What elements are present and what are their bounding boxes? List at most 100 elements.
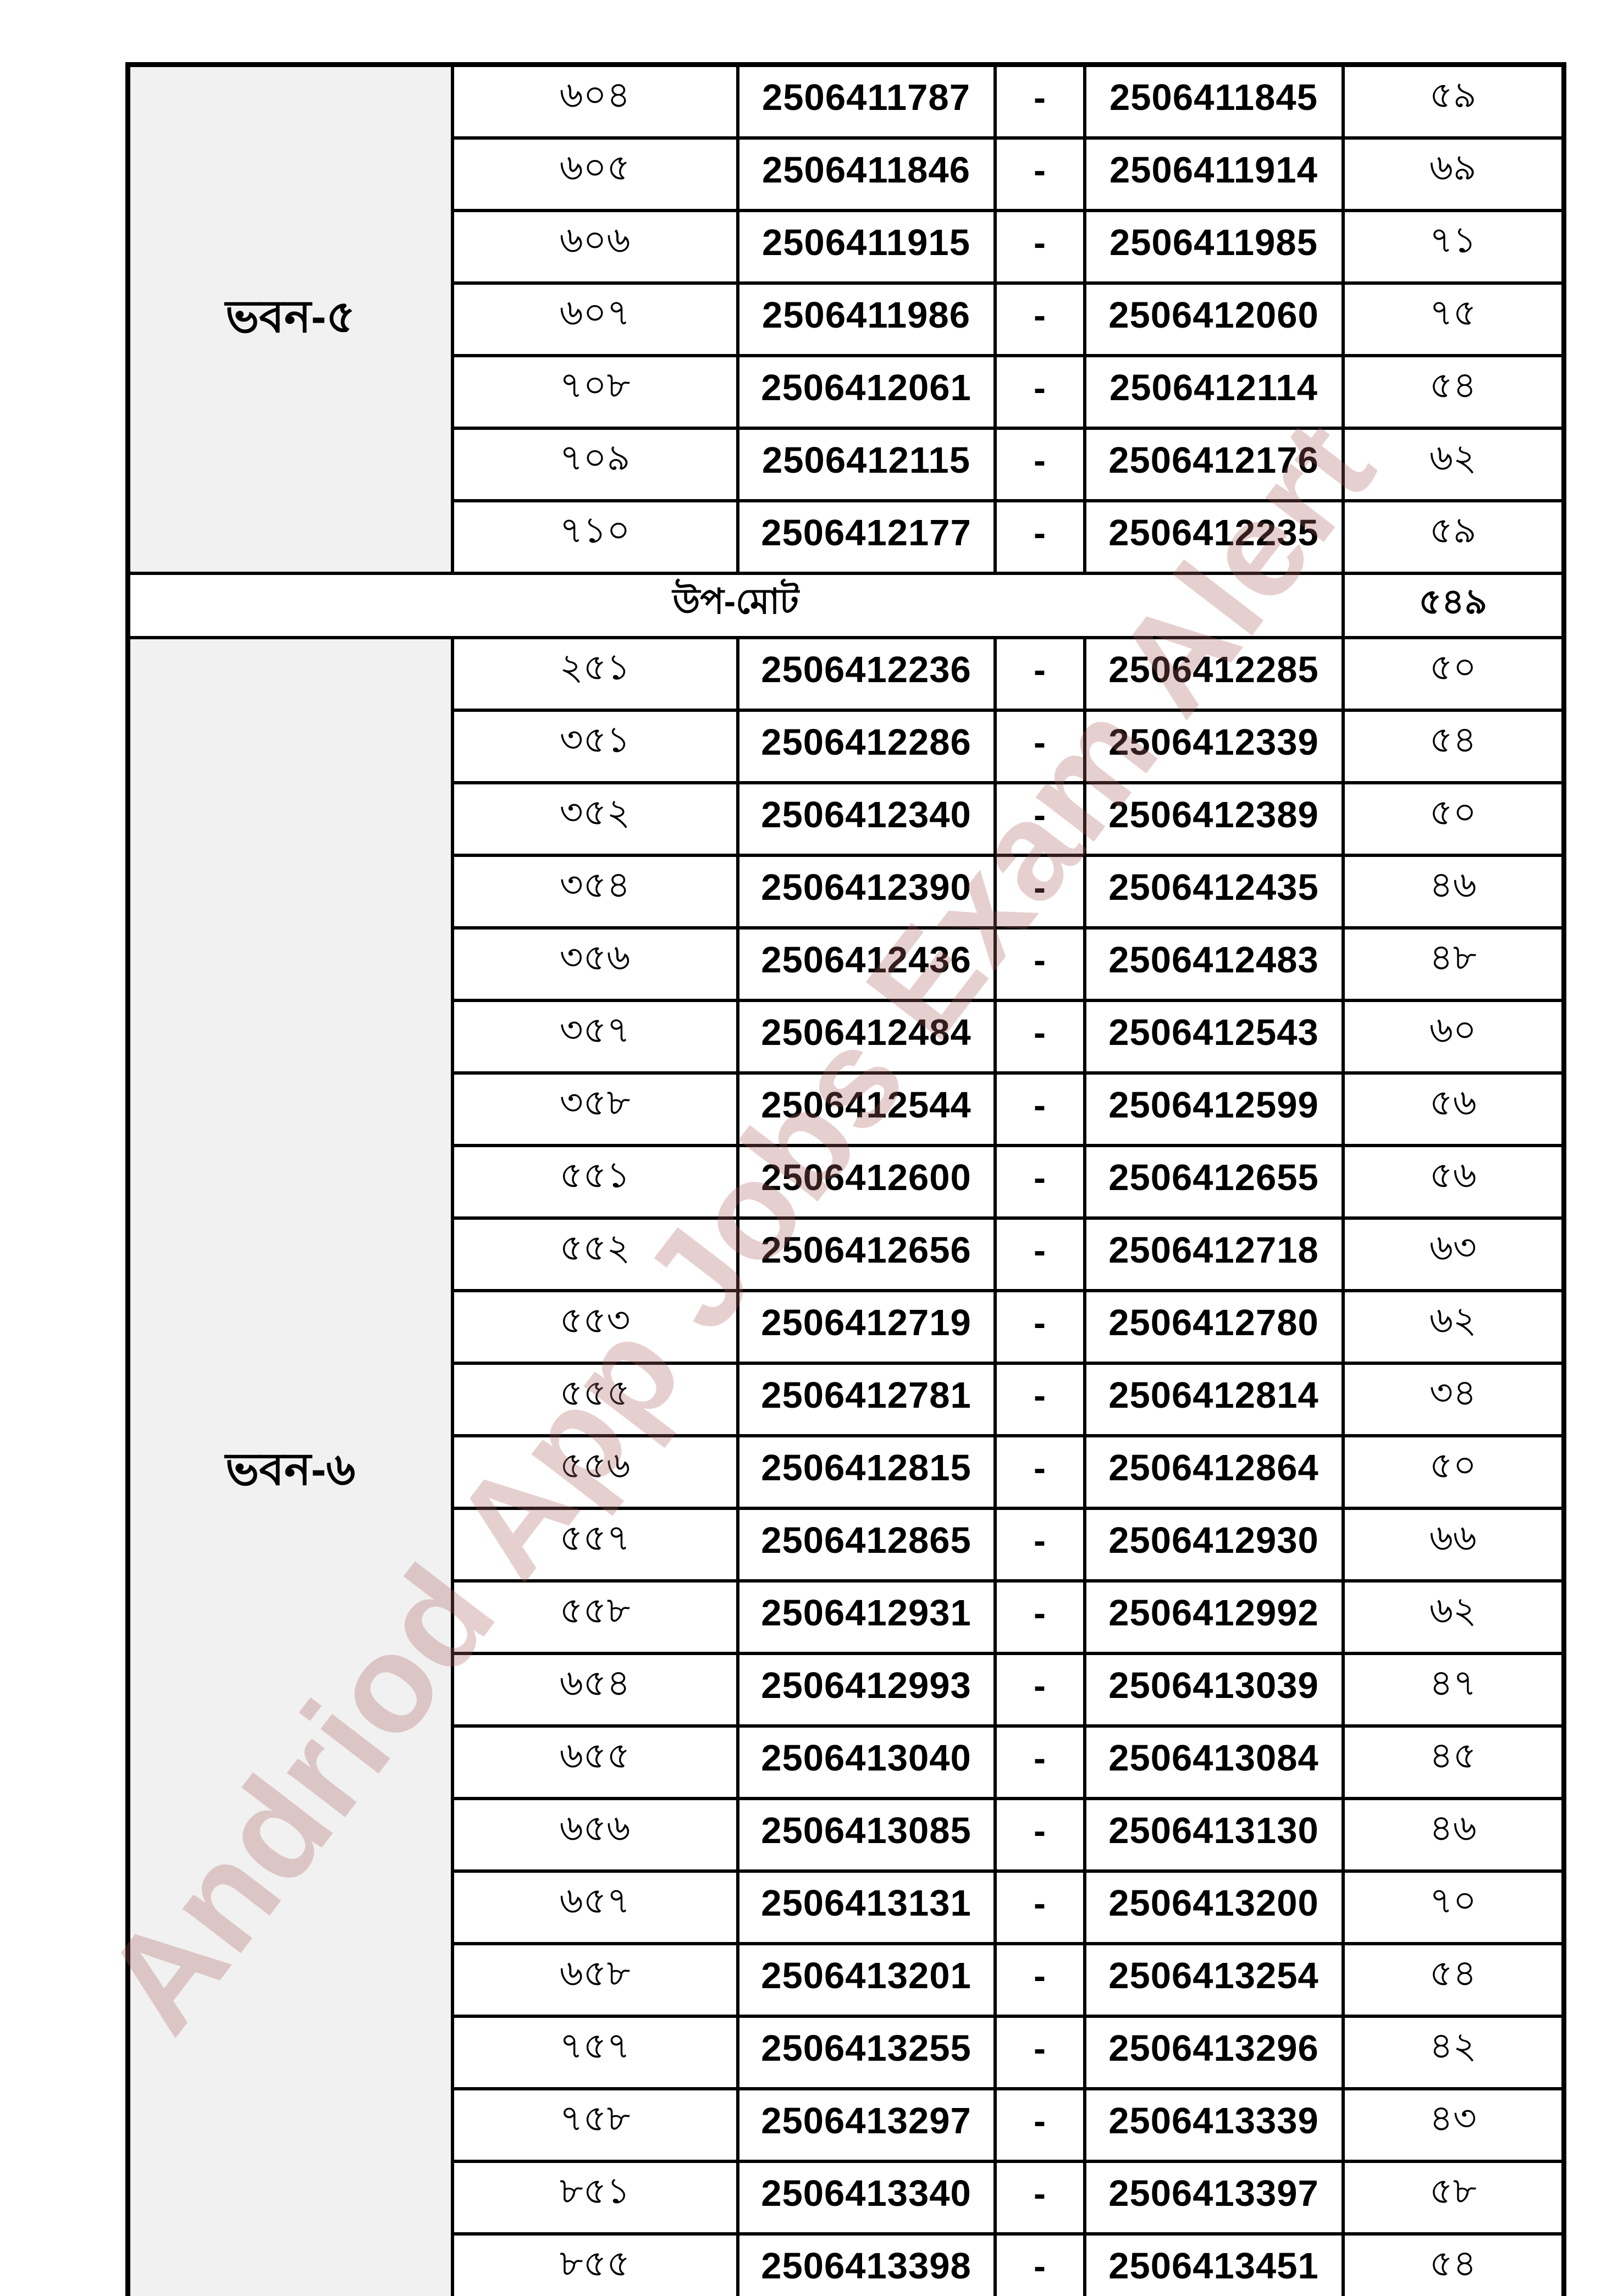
roll-start-cell: 2506413340 (736, 2160, 997, 2236)
seat-plan-table: ভবন-৫ ৬০৪ 2506411787-2506411845 ৫৯ ৬০৫ 250641… (125, 62, 1566, 2296)
seat-count-cell: ৫৪ (1341, 2232, 1566, 2296)
seat-count-cell: ৬২ (1341, 1579, 1566, 1655)
room-number-cell: ৬৫৫ (450, 1724, 739, 1800)
room-number-cell: ৫৫১ (450, 1144, 739, 1220)
room-number-cell: ৬৫৪ (450, 1652, 739, 1728)
table-row: ৩৫৭ 2506412484-2506412543 ৬০ (128, 999, 1566, 1075)
roll-end-cell: 2506411985 (1083, 209, 1345, 285)
room-number-cell: ৬৫৬ (450, 1797, 739, 1873)
range-dash-cell: - (993, 2232, 1086, 2296)
roll-end-cell: 2506412780 (1083, 1289, 1345, 1365)
seat-count-cell: ৫৯ (1341, 63, 1566, 140)
seat-count-cell: ৬২ (1341, 1289, 1566, 1365)
roll-end-cell: 2506413397 (1083, 2160, 1345, 2236)
roll-end-cell: 2506413296 (1083, 2015, 1345, 2090)
table-row: ৫৫২ 2506412656-2506412718 ৬৩ (128, 1216, 1566, 1292)
table-row: ৭৫৭ 2506413255-2506413296 ৪২ (128, 2015, 1566, 2090)
range-dash-cell: - (993, 281, 1086, 357)
room-number-cell: ৩৫৬ (450, 926, 739, 1002)
range-dash-cell: - (993, 1942, 1086, 2018)
subtotal-value-cell: ৫৪৯ (1341, 572, 1566, 639)
table-row: ৬৫৭ 2506413131-2506413200 ৭০ (128, 1869, 1566, 1945)
room-number-cell: ৬০৬ (450, 209, 739, 285)
roll-end-cell: 2506412483 (1083, 926, 1345, 1002)
roll-start-cell: 2506411915 (736, 209, 997, 285)
room-number-cell: ৮৫৫ (450, 2232, 739, 2296)
table-row: ৫৫৭ 2506412865-2506412930 ৬৬ (128, 1507, 1566, 1583)
seat-plan-body: ভবন-৫ ৬০৪ 2506411787-2506411845 ৫৯ ৬০৫ 250641… (126, 63, 1566, 2296)
table-row: ৬০৭ 2506411986-2506412060 ৭৫ (128, 281, 1566, 357)
range-dash-cell: - (993, 499, 1086, 575)
table-row: ৬০৬ 2506411915-2506411985 ৭১ (128, 209, 1566, 285)
roll-end-cell: 2506412235 (1083, 499, 1345, 575)
roll-end-cell: 2506413254 (1083, 1942, 1345, 2018)
table-row: ৫৫১ 2506412600-2506412655 ৫৬ (128, 1144, 1566, 1220)
table-row: ৬৫৫ 2506413040-2506413084 ৪৫ (128, 1724, 1566, 1800)
seat-count-cell: ৪৩ (1341, 2087, 1566, 2163)
room-number-cell: ৫৫৬ (450, 1434, 739, 1510)
roll-start-cell: 2506413201 (736, 1942, 997, 2018)
range-dash-cell: - (993, 1289, 1086, 1365)
seat-count-cell: ৫৪ (1341, 354, 1566, 430)
room-number-cell: ৬৫৮ (450, 1942, 739, 2018)
table-row: ৭০৯ 2506412115-2506412176 ৬২ (128, 427, 1566, 502)
roll-start-cell: 2506412931 (736, 1579, 997, 1655)
range-dash-cell: - (993, 1071, 1086, 1147)
room-number-cell: ৬০৪ (450, 63, 739, 140)
roll-start-cell: 2506412177 (736, 499, 997, 575)
roll-end-cell: 2506411914 (1083, 136, 1345, 212)
range-dash-cell: - (993, 636, 1086, 712)
roll-start-cell: 2506412656 (736, 1216, 997, 1292)
roll-start-cell: 2506412115 (736, 427, 997, 502)
range-dash-cell: - (993, 1652, 1086, 1728)
range-dash-cell: - (993, 1362, 1086, 1437)
seat-count-cell: ৭০ (1341, 1869, 1566, 1945)
room-number-cell: ৭০৮ (450, 354, 739, 430)
range-dash-cell: - (993, 854, 1086, 930)
roll-end-cell: 2506412176 (1083, 427, 1345, 502)
roll-start-cell: 2506411787 (736, 63, 997, 140)
range-dash-cell: - (993, 209, 1086, 285)
room-number-cell: ৫৫২ (450, 1216, 739, 1292)
seat-count-cell: ৪৬ (1341, 1797, 1566, 1873)
table-row: ৫৫৫ 2506412781-2506412814 ৩৪ (128, 1362, 1566, 1437)
table-row: ৮৫৫ 2506413398-2506413451 ৫৪ (128, 2232, 1566, 2296)
range-dash-cell: - (993, 926, 1086, 1002)
range-dash-cell: - (993, 1507, 1086, 1583)
seat-count-cell: ৭৫ (1341, 281, 1566, 357)
range-dash-cell: - (993, 63, 1086, 140)
room-number-cell: ৫৫৮ (450, 1579, 739, 1655)
range-dash-cell: - (993, 427, 1086, 502)
roll-start-cell: 2506412061 (736, 354, 997, 430)
room-number-cell: ৭১০ (450, 499, 739, 575)
room-number-cell: ৫৫৫ (450, 1362, 739, 1437)
range-dash-cell: - (993, 1216, 1086, 1292)
seat-count-cell: ৫৬ (1341, 1144, 1566, 1220)
roll-start-cell: 2506412340 (736, 781, 997, 857)
seat-count-cell: ৪৮ (1341, 926, 1566, 1002)
roll-start-cell: 2506412719 (736, 1289, 997, 1365)
table-row: ৩৫৮ 2506412544-2506412599 ৫৬ (128, 1071, 1566, 1147)
range-dash-cell: - (993, 2160, 1086, 2236)
roll-start-cell: 2506413297 (736, 2087, 997, 2163)
seat-count-cell: ৫০ (1341, 781, 1566, 857)
table-row: ৮৫১ 2506413340-2506413397 ৫৮ (128, 2160, 1566, 2236)
table-row: ভবন-৬ ২৫১ 2506412236-2506412285 ৫০ (126, 636, 1566, 2296)
room-number-cell: ৬৫৭ (450, 1869, 739, 1945)
table-row: ভবন-৫ ৬০৪ 2506411787-2506411845 ৫৯ (126, 63, 1566, 575)
building-label-cell: ভবন-৬ (126, 636, 454, 2296)
room-number-cell: ৬০৫ (450, 136, 739, 212)
roll-start-cell: 2506412436 (736, 926, 997, 1002)
roll-end-cell: 2506412114 (1083, 354, 1345, 430)
room-number-cell: ৩৫৪ (450, 854, 739, 930)
roll-end-cell: 2506412599 (1083, 1071, 1345, 1147)
subtotal-label-cell: উপ-মোট (126, 572, 1345, 639)
roll-start-cell: 2506411846 (736, 136, 997, 212)
roll-start-cell: 2506412484 (736, 999, 997, 1075)
range-dash-cell: - (993, 1579, 1086, 1655)
seat-count-cell: ৬৬ (1341, 1507, 1566, 1583)
roll-start-cell: 2506412865 (736, 1507, 997, 1583)
roll-end-cell: 2506412655 (1083, 1144, 1345, 1220)
table-row: ৬০৫ 2506411846-2506411914 ৬৯ (128, 136, 1566, 212)
